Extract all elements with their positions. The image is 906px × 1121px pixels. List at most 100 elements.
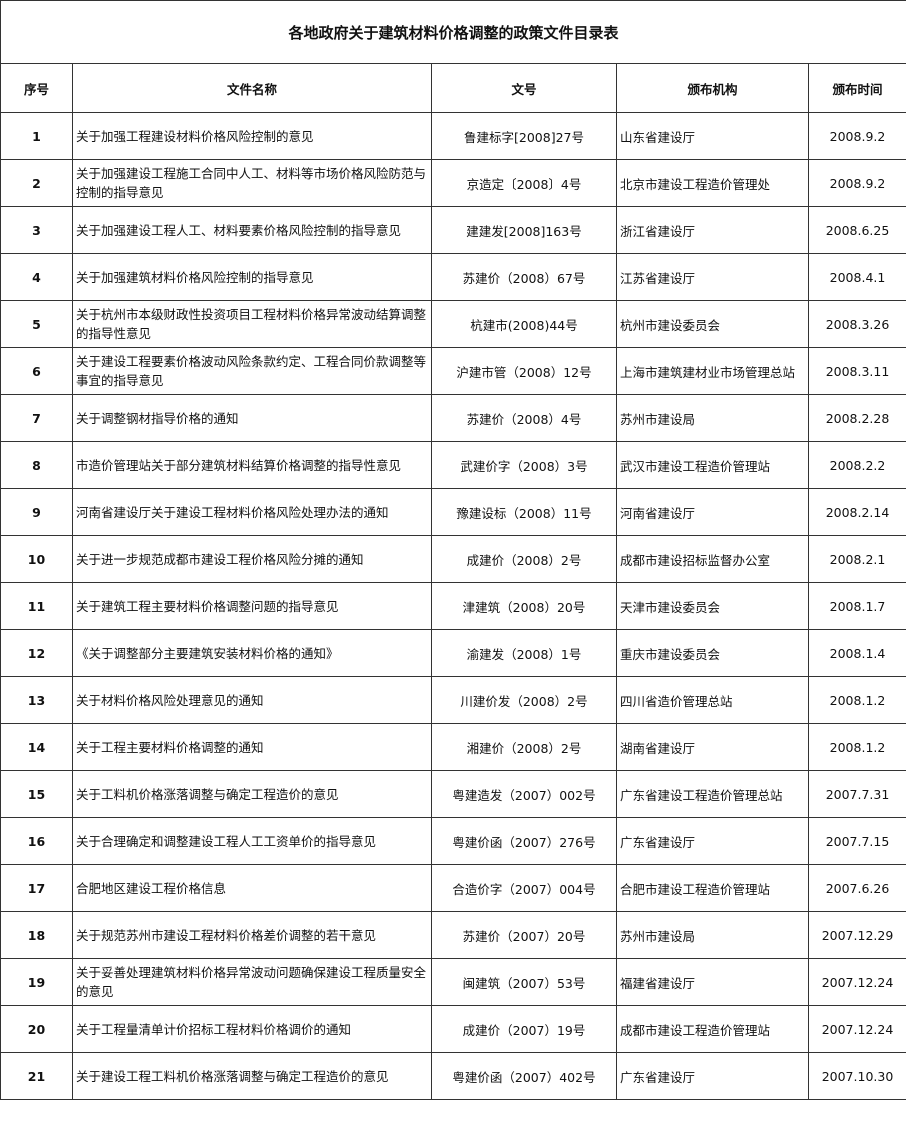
row-index: 17 [0,864,73,912]
document-number: 成建价（2008）2号 [431,535,617,583]
table-row: 15 关于工料机价格涨落调整与确定工程造价的意见 粤建造发（2007）002号 广东省… [0,770,906,818]
document-name: 关于建设工程工料机价格涨落调整与确定工程造价的意见 [72,1052,432,1100]
issue-date: 2008.1.4 [808,629,906,677]
document-name: 关于加强建设工程施工合同中人工、材料等市场价格风险防范与控制的指导意见 [72,159,432,207]
table-row: 19 关于妥善处理建筑材料价格异常波动问题确保建设工程质量安全的意见 闽建筑（200… [0,958,906,1006]
document-name: 关于工料机价格涨落调整与确定工程造价的意见 [72,770,432,818]
issue-date: 2008.2.1 [808,535,906,583]
table-row: 2 关于加强建设工程施工合同中人工、材料等市场价格风险防范与控制的指导意见 京造定〔… [0,159,906,207]
issue-date: 2008.4.1 [808,253,906,301]
document-number: 豫建设标（2008）11号 [431,488,617,536]
row-index: 12 [0,629,73,677]
header-issuing-agency: 颁布机构 [616,63,809,113]
issuing-agency: 河南省建设厅 [616,488,809,536]
row-index: 9 [0,488,73,536]
table-row: 16 关于合理确定和调整建设工程人工工资单价的指导意见 粤建价函（2007）276号… [0,817,906,865]
document-number: 苏建价（2008）4号 [431,394,617,442]
issue-date: 2008.9.2 [808,112,906,160]
issue-date: 2008.3.26 [808,300,906,348]
row-index: 20 [0,1005,73,1053]
issuing-agency: 成都市建设工程造价管理站 [616,1005,809,1053]
document-name: 关于工程量清单计价招标工程材料价格调价的通知 [72,1005,432,1053]
table-row: 14 关于工程主要材料价格调整的通知 湘建价（2008）2号 湖南省建设厅 2008.1… [0,723,906,771]
header-document-name: 文件名称 [72,63,432,113]
document-name: 关于建设工程要素价格波动风险条款约定、工程合同价款调整等事宜的指导意见 [72,347,432,395]
row-index: 19 [0,958,73,1006]
issue-date: 2008.1.2 [808,723,906,771]
document-name: 关于规范苏州市建设工程材料价格差价调整的若干意见 [72,911,432,959]
issue-date: 2007.12.24 [808,1005,906,1053]
document-number: 京造定〔2008〕4号 [431,159,617,207]
table-row: 5 关于杭州市本级财政性投资项目工程材料价格异常波动结算调整的指导性意见 杭建市(2… [0,300,906,348]
document-name: 关于调整钢材指导价格的通知 [72,394,432,442]
document-name: 河南省建设厅关于建设工程材料价格风险处理办法的通知 [72,488,432,536]
table-row: 12 《关于调整部分主要建筑安装材料价格的通知》 渝建发（2008）1号 重庆市建设委… [0,629,906,677]
issuing-agency: 广东省建设工程造价管理总站 [616,770,809,818]
document-number: 武建价字（2008）3号 [431,441,617,489]
row-index: 4 [0,253,73,301]
issue-date: 2008.2.28 [808,394,906,442]
table-row: 4 关于加强建筑材料价格风险控制的指导意见 苏建价（2008）67号 江苏省建设厅 20… [0,253,906,301]
row-index: 14 [0,723,73,771]
issuing-agency: 四川省造价管理总站 [616,676,809,724]
document-number: 建建发[2008]163号 [431,206,617,254]
document-number: 粤建价函（2007）276号 [431,817,617,865]
document-name: 关于建筑工程主要材料价格调整问题的指导意见 [72,582,432,630]
table-row: 8 市造价管理站关于部分建筑材料结算价格调整的指导性意见 武建价字（2008）3号武… [0,441,906,489]
header-document-number: 文号 [431,63,617,113]
document-name: 关于工程主要材料价格调整的通知 [72,723,432,771]
table-row: 9 河南省建设厅关于建设工程材料价格风险处理办法的通知 豫建设标（2008）11号河… [0,488,906,536]
issuing-agency: 湖南省建设厅 [616,723,809,771]
document-number: 川建价发（2008）2号 [431,676,617,724]
table-row: 1 关于加强工程建设材料价格风险控制的意见 鲁建标字[2008]27号 山东省建设厅 2… [0,112,906,160]
row-index: 1 [0,112,73,160]
row-index: 3 [0,206,73,254]
document-name: 关于杭州市本级财政性投资项目工程材料价格异常波动结算调整的指导性意见 [72,300,432,348]
document-number: 粤建造发（2007）002号 [431,770,617,818]
table-row: 6 关于建设工程要素价格波动风险条款约定、工程合同价款调整等事宜的指导意见 沪建市管… [0,347,906,395]
document-name: 《关于调整部分主要建筑安装材料价格的通知》 [72,629,432,677]
table-row: 18 关于规范苏州市建设工程材料价格差价调整的若干意见 苏建价（2007）20号 苏州… [0,911,906,959]
issuing-agency: 天津市建设委员会 [616,582,809,630]
issuing-agency: 广东省建设厅 [616,1052,809,1100]
issue-date: 2008.3.11 [808,347,906,395]
table-row: 13 关于材料价格风险处理意见的通知 川建价发（2008）2号 四川省造价管理总站 20… [0,676,906,724]
table-row: 17 合肥地区建设工程价格信息 合造价字（2007）004号 合肥市建设工程造价管理站… [0,864,906,912]
issue-date: 2008.9.2 [808,159,906,207]
document-name: 关于加强工程建设材料价格风险控制的意见 [72,112,432,160]
issue-date: 2007.12.24 [808,958,906,1006]
issuing-agency: 杭州市建设委员会 [616,300,809,348]
document-number: 湘建价（2008）2号 [431,723,617,771]
row-index: 8 [0,441,73,489]
issuing-agency: 苏州市建设局 [616,911,809,959]
issuing-agency: 苏州市建设局 [616,394,809,442]
row-index: 16 [0,817,73,865]
table-row: 11 关于建筑工程主要材料价格调整问题的指导意见 津建筑（2008）20号 天津市建设… [0,582,906,630]
row-index: 7 [0,394,73,442]
issuing-agency: 重庆市建设委员会 [616,629,809,677]
table-body: 1 关于加强工程建设材料价格风险控制的意见 鲁建标字[2008]27号 山东省建设厅 2… [0,112,906,1100]
table-row: 21 关于建设工程工料机价格涨落调整与确定工程造价的意见 粤建价函（2007）402… [0,1052,906,1100]
document-number: 杭建市(2008)44号 [431,300,617,348]
table-row: 3 关于加强建设工程人工、材料要素价格风险控制的指导意见 建建发[2008]163号… [0,206,906,254]
row-index: 21 [0,1052,73,1100]
header-index: 序号 [0,63,73,113]
document-number: 闽建筑（2007）53号 [431,958,617,1006]
issuing-agency: 北京市建设工程造价管理处 [616,159,809,207]
issue-date: 2007.7.15 [808,817,906,865]
issue-date: 2007.12.29 [808,911,906,959]
issue-date: 2007.6.26 [808,864,906,912]
table-row: 20 关于工程量清单计价招标工程材料价格调价的通知 成建价（2007）19号 成都市建… [0,1005,906,1053]
issuing-agency: 上海市建筑建材业市场管理总站 [616,347,809,395]
document-number: 成建价（2007）19号 [431,1005,617,1053]
header-issue-date: 颁布时间 [808,63,906,113]
document-number: 苏建价（2007）20号 [431,911,617,959]
issue-date: 2007.10.30 [808,1052,906,1100]
issuing-agency: 浙江省建设厅 [616,206,809,254]
document-number: 沪建市管（2008）12号 [431,347,617,395]
document-name: 合肥地区建设工程价格信息 [72,864,432,912]
document-name: 市造价管理站关于部分建筑材料结算价格调整的指导性意见 [72,441,432,489]
table-row: 7 关于调整钢材指导价格的通知 苏建价（2008）4号 苏州市建设局 2008.2.28 [0,394,906,442]
issue-date: 2008.6.25 [808,206,906,254]
